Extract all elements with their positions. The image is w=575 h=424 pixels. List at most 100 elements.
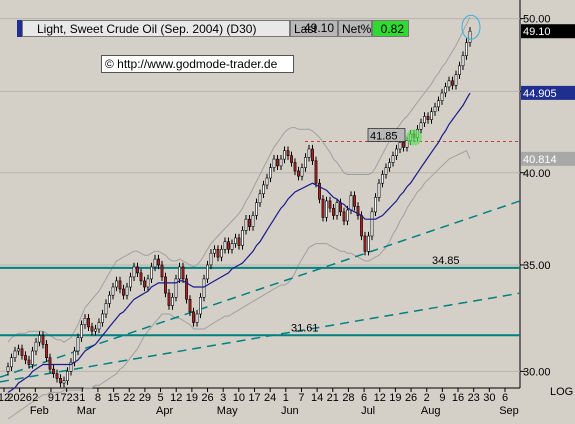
x-day-label-29: 16	[452, 392, 464, 404]
candle-body	[195, 313, 199, 323]
x-day-label-15: 10	[233, 392, 245, 404]
candle-body	[97, 322, 101, 330]
x-day-label-23: 6	[361, 392, 367, 404]
breakout-marker	[406, 129, 422, 146]
candle-body	[384, 167, 388, 175]
x-day-label-16: 17	[248, 392, 260, 404]
candle-body	[6, 366, 10, 372]
candle-body	[297, 170, 300, 177]
candle-body	[66, 371, 69, 381]
price-badge-label-2: 40.814	[523, 154, 557, 166]
candle-body	[258, 193, 262, 204]
price-badge-1	[521, 85, 575, 100]
x-day-label-11: 12	[170, 392, 182, 404]
x-day-label-31: 30	[483, 392, 495, 404]
candle-body	[76, 337, 80, 352]
x-day-label-25: 19	[389, 392, 401, 404]
price-badge-0	[521, 24, 575, 39]
x-month-label-0: Feb	[30, 405, 49, 417]
candle-body	[279, 158, 283, 167]
candle-body	[262, 184, 265, 194]
candle-body	[213, 249, 216, 254]
candle-body	[146, 278, 150, 288]
y-tick-label-1: 35.00	[523, 260, 551, 272]
candle-body	[59, 377, 62, 384]
candle-body	[423, 116, 426, 124]
x-day-label-10: 5	[158, 392, 164, 404]
price-badge-label-0: 49.10	[523, 26, 551, 38]
candle-body	[346, 209, 349, 222]
candle-body	[164, 276, 167, 294]
level-label-0: 34.85	[432, 255, 460, 267]
candle-body	[157, 258, 160, 266]
x-day-label-24: 12	[374, 392, 386, 404]
candle-body	[349, 195, 353, 211]
x-day-label-7: 15	[107, 392, 119, 404]
x-day-label-0: 12	[0, 392, 10, 404]
copyright-notice: © http://www.godmode-trader.de	[101, 55, 294, 73]
x-day-label-8: 22	[123, 392, 135, 404]
candle-body	[178, 266, 181, 280]
candle-body	[94, 328, 97, 332]
x-month-label-7: Sep	[499, 405, 519, 417]
candle-body	[202, 278, 206, 298]
last-label-text: Last	[294, 22, 317, 36]
lower-band-line	[7, 150, 471, 420]
candle-body	[377, 182, 381, 198]
chart-title: Light, Sweet Crude Oil (Sep. 2004) (D30)	[22, 20, 290, 37]
candle-body	[241, 230, 244, 246]
candle-body	[10, 357, 13, 368]
candle-body	[24, 355, 27, 361]
last-label: Last	[290, 20, 338, 37]
candle-body	[272, 158, 276, 168]
candle-body	[122, 288, 125, 296]
net-value: 0.82	[372, 20, 409, 37]
y-tick-label-2: 40.00	[523, 168, 551, 180]
candle-body	[83, 317, 87, 325]
moving-average-line	[7, 92, 471, 393]
candle-body	[454, 74, 458, 86]
candle-body	[139, 272, 143, 282]
candle-body	[216, 249, 220, 258]
candle-body	[118, 280, 122, 290]
x-day-label-32: 6	[502, 392, 508, 404]
candle-body	[20, 348, 24, 356]
x-day-label-9: 29	[139, 392, 151, 404]
x-day-label-5: 1	[79, 392, 85, 404]
candle-body	[353, 195, 356, 207]
candle-body	[290, 155, 293, 163]
candle-body	[199, 296, 202, 315]
level-label-1: 31.61	[291, 322, 319, 334]
price-badge-2	[521, 151, 575, 166]
candle-body	[244, 218, 248, 231]
candle-body	[55, 373, 59, 379]
candle-body	[167, 292, 171, 306]
candle-body	[433, 106, 437, 112]
candle-body	[52, 368, 55, 375]
candle-body	[395, 148, 398, 156]
candle-body	[185, 278, 188, 300]
candle-body	[328, 200, 332, 209]
x-month-label-3: May	[217, 405, 238, 417]
candle-body	[304, 157, 307, 168]
candle-body	[188, 298, 192, 313]
candle-body	[132, 266, 136, 278]
candle-body	[230, 243, 234, 250]
candle-body	[388, 162, 391, 168]
candle-body	[286, 150, 290, 156]
candle-body	[62, 380, 66, 384]
x-day-label-18: 1	[283, 392, 289, 404]
candle-body	[325, 200, 328, 218]
candle-body	[437, 100, 440, 108]
highlight-ellipse	[461, 14, 481, 40]
candle-body	[360, 215, 363, 237]
candle-body	[41, 335, 45, 345]
x-month-label-6: Aug	[421, 405, 441, 417]
log-scale-label: LOG	[550, 386, 574, 398]
candle-body	[160, 264, 164, 278]
candle-body	[108, 294, 111, 304]
candle-body	[311, 148, 314, 162]
trendline-lower	[0, 292, 521, 383]
x-day-label-14: 3	[220, 392, 226, 404]
